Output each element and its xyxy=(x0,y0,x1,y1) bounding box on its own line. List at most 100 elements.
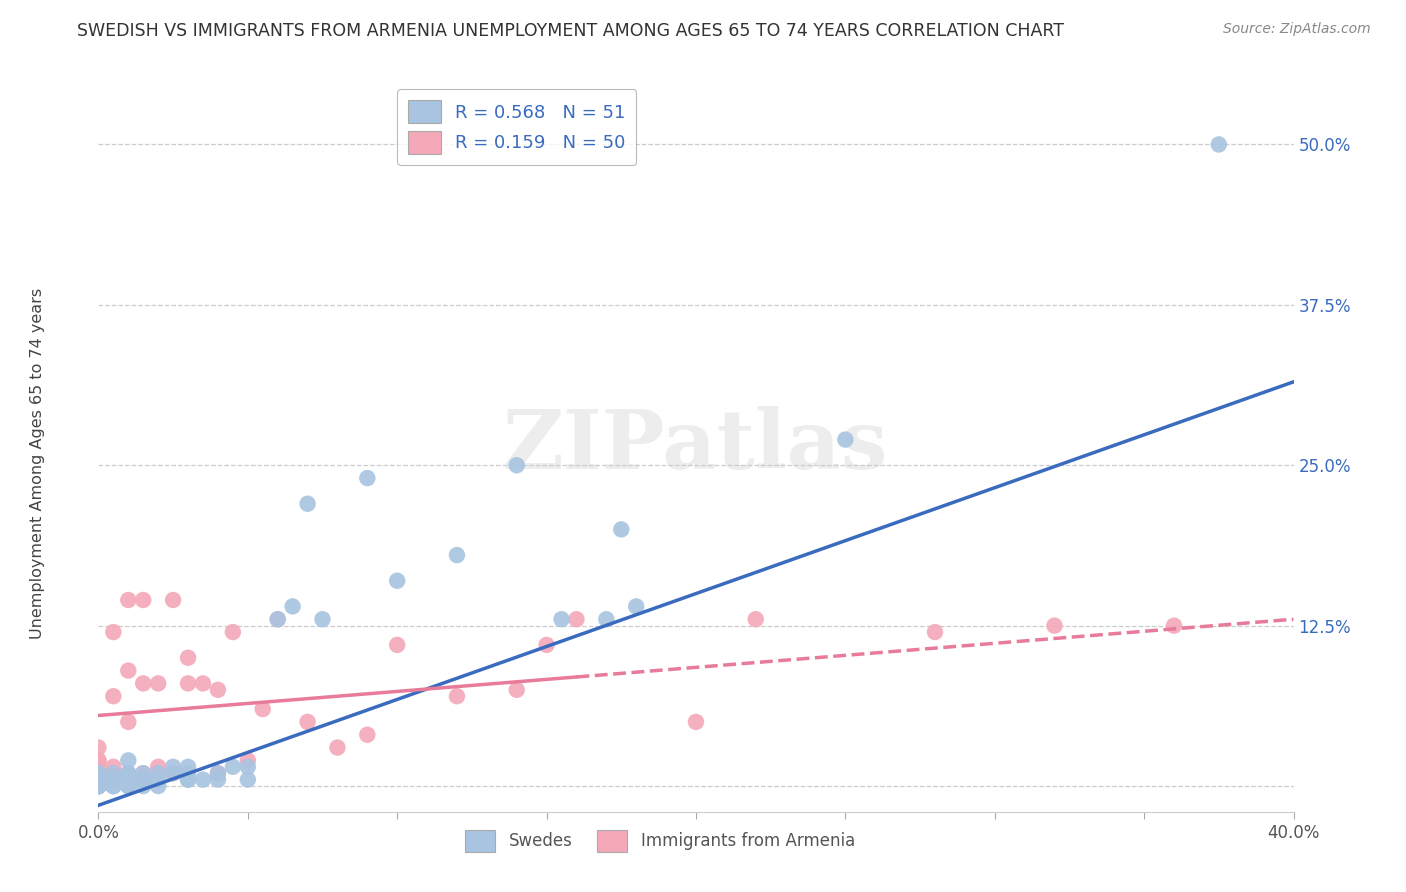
Point xyxy=(297,714,319,729)
Point xyxy=(536,638,558,652)
Point xyxy=(162,766,184,780)
Point xyxy=(117,766,139,780)
Point xyxy=(626,599,648,614)
Point xyxy=(236,772,259,787)
Point xyxy=(148,760,170,774)
Point xyxy=(87,779,110,793)
Point xyxy=(87,766,110,780)
Point xyxy=(103,760,125,774)
Point xyxy=(924,625,946,640)
Point xyxy=(506,458,529,473)
Point xyxy=(148,779,170,793)
Point xyxy=(87,779,110,793)
Point xyxy=(177,676,200,690)
Point xyxy=(117,714,139,729)
Text: ZIPatlas: ZIPatlas xyxy=(503,406,889,486)
Point xyxy=(148,772,170,787)
Point xyxy=(87,779,110,793)
Point xyxy=(103,779,125,793)
Point xyxy=(177,766,200,780)
Point xyxy=(132,593,155,607)
Point xyxy=(834,433,856,447)
Point xyxy=(1163,618,1185,632)
Point xyxy=(117,593,139,607)
Point xyxy=(177,760,200,774)
Point xyxy=(311,612,333,626)
Point xyxy=(385,638,409,652)
Point xyxy=(281,599,304,614)
Point xyxy=(87,740,110,755)
Point xyxy=(506,682,529,697)
Point xyxy=(565,612,588,626)
Point xyxy=(117,664,139,678)
Point xyxy=(148,766,170,780)
Point xyxy=(117,772,139,787)
Point xyxy=(87,779,110,793)
Point xyxy=(1043,618,1066,632)
Point xyxy=(103,625,125,640)
Point xyxy=(385,574,409,588)
Point xyxy=(132,676,155,690)
Point xyxy=(87,779,110,793)
Point xyxy=(87,766,110,780)
Point xyxy=(191,772,214,787)
Point xyxy=(236,760,259,774)
Point xyxy=(87,766,110,780)
Point xyxy=(103,779,125,793)
Point xyxy=(222,625,245,640)
Point xyxy=(132,772,155,787)
Point xyxy=(550,612,572,626)
Point xyxy=(236,753,259,767)
Point xyxy=(267,612,290,626)
Point xyxy=(103,779,125,793)
Point xyxy=(207,772,229,787)
Text: Unemployment Among Ages 65 to 74 years: Unemployment Among Ages 65 to 74 years xyxy=(31,288,45,640)
Point xyxy=(87,772,110,787)
Text: Source: ZipAtlas.com: Source: ZipAtlas.com xyxy=(1223,22,1371,37)
Point xyxy=(87,753,110,767)
Point xyxy=(117,766,139,780)
Point xyxy=(297,497,319,511)
Point xyxy=(132,766,155,780)
Point xyxy=(87,772,110,787)
Point xyxy=(595,612,617,626)
Point xyxy=(745,612,768,626)
Point xyxy=(132,779,155,793)
Point xyxy=(117,779,139,793)
Point xyxy=(191,676,214,690)
Point xyxy=(103,690,125,704)
Point xyxy=(148,676,170,690)
Point xyxy=(103,772,125,787)
Point xyxy=(177,650,200,665)
Point xyxy=(267,612,290,626)
Point xyxy=(87,753,110,767)
Point xyxy=(87,779,110,793)
Point xyxy=(446,548,468,562)
Point xyxy=(87,760,110,774)
Point xyxy=(87,772,110,787)
Point xyxy=(103,766,125,780)
Point xyxy=(207,766,229,780)
Point xyxy=(685,714,707,729)
Point xyxy=(446,690,468,704)
Point xyxy=(162,766,184,780)
Legend: Swedes, Immigrants from Armenia: Swedes, Immigrants from Armenia xyxy=(458,823,862,858)
Point xyxy=(207,766,229,780)
Point xyxy=(356,728,378,742)
Point xyxy=(87,772,110,787)
Point xyxy=(87,766,110,780)
Point xyxy=(222,760,245,774)
Point xyxy=(132,772,155,787)
Point xyxy=(132,766,155,780)
Point xyxy=(117,779,139,793)
Point xyxy=(326,740,349,755)
Text: SWEDISH VS IMMIGRANTS FROM ARMENIA UNEMPLOYMENT AMONG AGES 65 TO 74 YEARS CORREL: SWEDISH VS IMMIGRANTS FROM ARMENIA UNEMP… xyxy=(77,22,1064,40)
Point xyxy=(117,753,139,767)
Point xyxy=(103,772,125,787)
Point xyxy=(87,779,110,793)
Point xyxy=(610,523,633,537)
Point xyxy=(1208,137,1230,152)
Point xyxy=(162,593,184,607)
Point xyxy=(162,760,184,774)
Point xyxy=(207,682,229,697)
